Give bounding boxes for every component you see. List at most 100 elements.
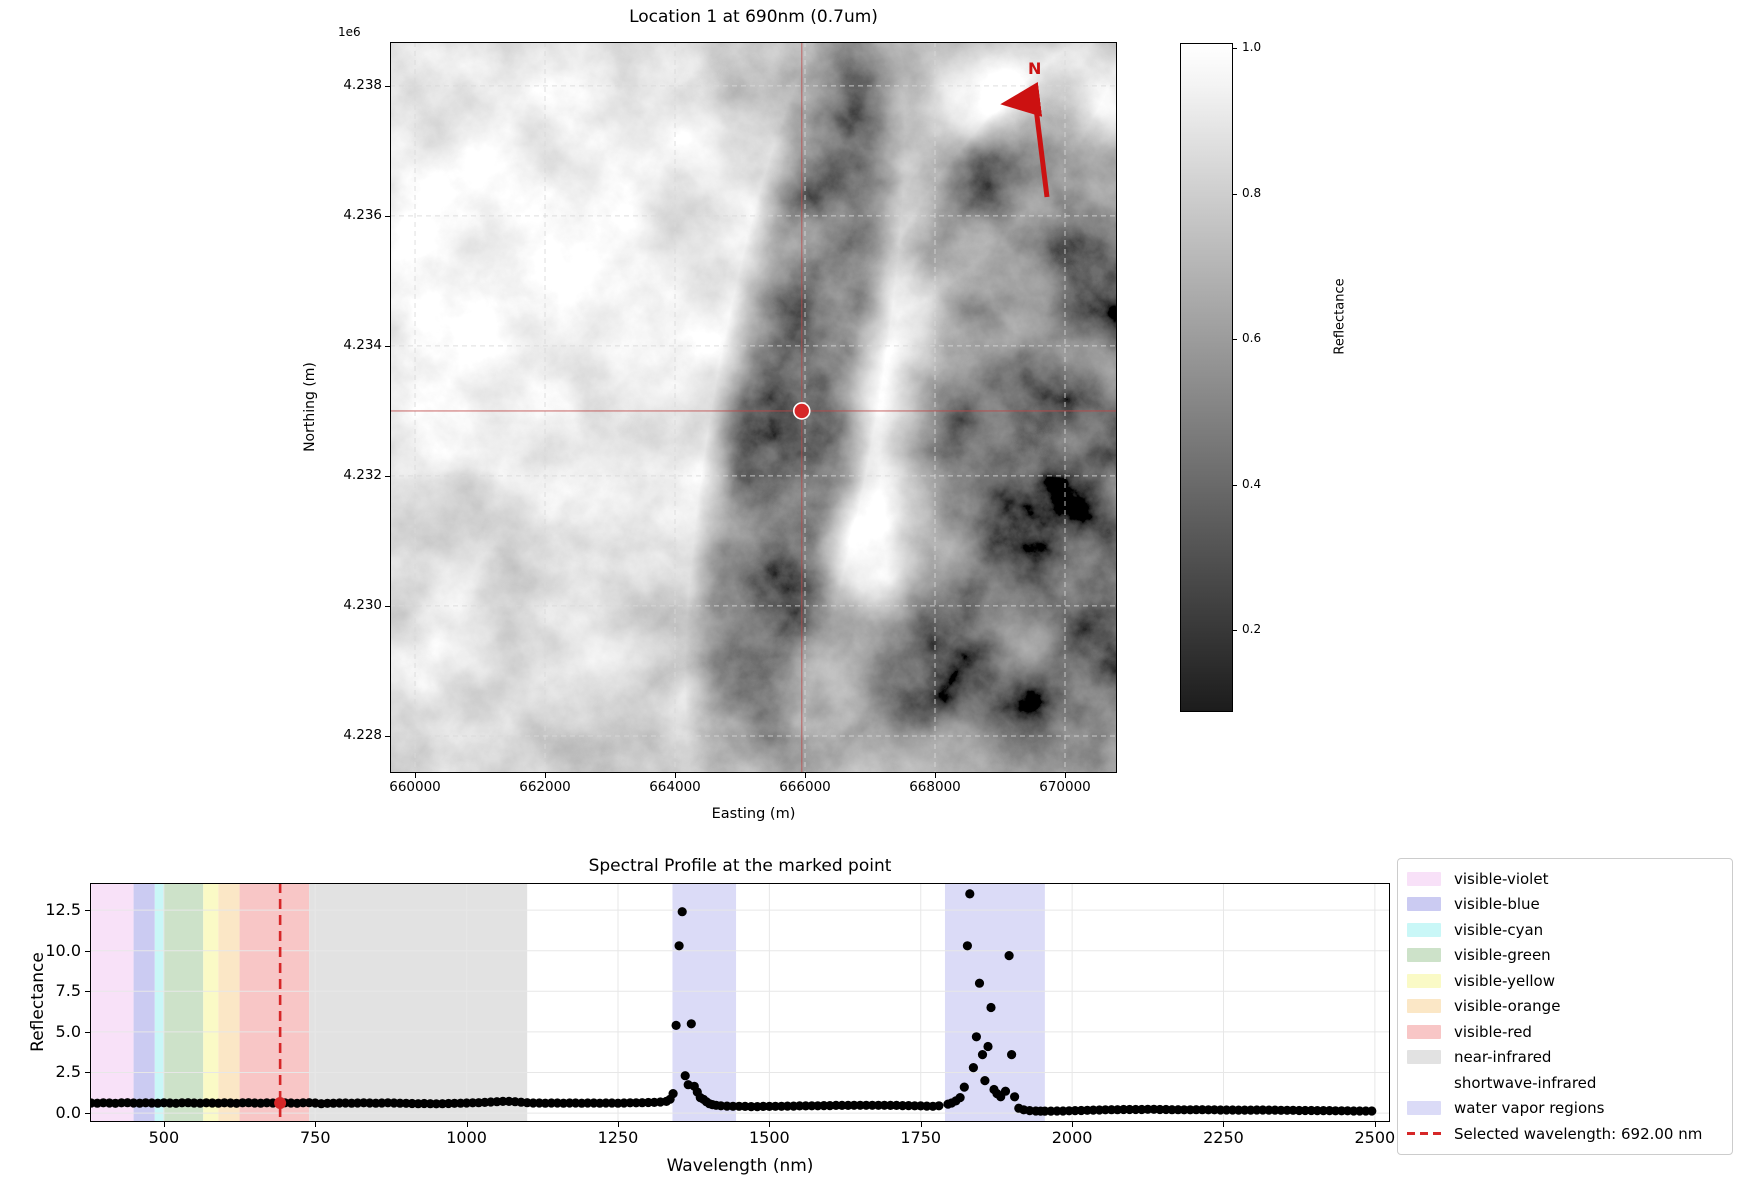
spectral-gridlines xyxy=(90,883,1390,1122)
map-y-tick-label: 4.238 xyxy=(343,76,382,93)
map-y-tick-label: 4.236 xyxy=(343,206,382,223)
tick-mark xyxy=(617,1122,619,1127)
spectral-y-tick-label: 12.5 xyxy=(45,900,81,920)
legend-color-swatch xyxy=(1407,1101,1441,1116)
tick-mark xyxy=(385,735,390,737)
map-x-tick-label: 668000 xyxy=(909,779,961,795)
legend-item: visible-cyan xyxy=(1407,917,1723,943)
tick-mark xyxy=(85,1113,90,1115)
spectral-x-tick-label: 1500 xyxy=(749,1128,790,1147)
map-gridlines xyxy=(390,42,1117,773)
spectral-x-tick-label: 2250 xyxy=(1203,1128,1244,1147)
spectral-title: Spectral Profile at the marked point xyxy=(588,856,892,876)
colorbar-tick-label: 0.8 xyxy=(1242,185,1262,200)
reflectance-image[interactable]: N xyxy=(185,0,1280,877)
spectral-x-tick-label: 500 xyxy=(148,1128,180,1147)
spectral-x-tick-label: 1750 xyxy=(900,1128,942,1147)
colorbar-tick-label: 0.2 xyxy=(1242,622,1262,636)
spectrum-scatter xyxy=(86,889,1377,1116)
legend-item-label: visible-blue xyxy=(1454,895,1540,914)
legend-item-label: visible-cyan xyxy=(1454,920,1544,939)
spectral-x-tick-label: 2500 xyxy=(1354,1128,1396,1147)
colorbar xyxy=(1180,43,1233,712)
map-x-tick-label: 664000 xyxy=(649,779,701,795)
wavelength-bands xyxy=(91,883,1045,1122)
legend-dashed-line-swatch xyxy=(1407,1126,1441,1141)
spectral-x-tick-label: 750 xyxy=(299,1128,331,1147)
legend-color-swatch xyxy=(1407,871,1441,886)
terrain-clouds xyxy=(185,0,1280,877)
tick-mark xyxy=(385,475,390,477)
tick-mark xyxy=(1374,1122,1376,1127)
legend-color-swatch xyxy=(1407,1024,1441,1039)
tick-mark xyxy=(415,773,417,778)
legend-color-swatch xyxy=(1407,897,1441,912)
tick-mark xyxy=(85,1072,90,1074)
legend-color-swatch xyxy=(1407,973,1441,988)
map-y-tick-label: 4.230 xyxy=(343,596,382,613)
colorbar-tick-label: 1.0 xyxy=(1242,40,1262,54)
tick-mark xyxy=(769,1122,771,1127)
legend-item-label: visible-orange xyxy=(1454,997,1561,1016)
legend-item: near-infrared xyxy=(1407,1045,1723,1071)
tick-mark xyxy=(85,991,90,993)
tick-mark xyxy=(1232,339,1237,340)
tick-mark xyxy=(385,85,390,87)
map-border xyxy=(390,42,1117,773)
legend-item-label: Selected wavelength: 692.00 nm xyxy=(1454,1124,1703,1143)
legend-item-label: visible-red xyxy=(1454,1022,1532,1041)
spectral-x-tick-label: 1000 xyxy=(446,1128,487,1147)
north-label: N xyxy=(1028,59,1041,78)
tick-mark xyxy=(385,215,390,217)
tick-mark xyxy=(85,1031,90,1033)
tick-mark xyxy=(85,950,90,952)
spectral-y-tick-label: 0.0 xyxy=(55,1103,81,1123)
legend-color-swatch xyxy=(1407,1076,1441,1090)
tick-mark xyxy=(163,1122,165,1127)
map-x-tick-label: 666000 xyxy=(779,779,831,795)
tick-mark xyxy=(1232,484,1237,486)
legend-item: visible-blue xyxy=(1407,892,1723,918)
spectral-y-tick-label: 10.0 xyxy=(45,940,81,960)
map-x-tick-label: 662000 xyxy=(519,779,571,795)
spectral-border xyxy=(90,883,1390,1122)
tick-mark xyxy=(920,1122,922,1127)
map-x-tick-label: 670000 xyxy=(1039,779,1091,795)
north-arrow: N xyxy=(1000,59,1050,198)
tick-mark xyxy=(1232,193,1237,195)
legend-item: visible-violet xyxy=(1407,866,1723,892)
selected-point-marker[interactable] xyxy=(274,1097,287,1110)
legend-item: visible-green xyxy=(1407,943,1723,969)
map-title: Location 1 at 690nm (0.7um) xyxy=(629,7,878,27)
tick-mark xyxy=(385,345,390,347)
spectral-x-tick-label: 2000 xyxy=(1051,1128,1093,1147)
tick-mark xyxy=(545,773,547,778)
map-y-axis-label: Northing (m) xyxy=(302,362,318,452)
spectral-plot[interactable] xyxy=(86,883,1390,1122)
legend-item: Selected wavelength: 692.00 nm xyxy=(1407,1121,1723,1147)
legend-item: visible-yellow xyxy=(1407,968,1723,994)
tick-mark xyxy=(466,1122,468,1127)
map-y-tick-label: 4.232 xyxy=(343,466,382,483)
marked-point[interactable] xyxy=(792,402,811,420)
spectral-y-tick-label: 5.0 xyxy=(55,1021,81,1041)
tick-mark xyxy=(805,773,806,778)
legend-color-swatch xyxy=(1407,948,1441,963)
colorbar-tick-label: 0.6 xyxy=(1242,331,1262,345)
tick-mark xyxy=(1232,48,1237,49)
spectral-chart[interactable] xyxy=(86,883,1390,1122)
tick-mark xyxy=(385,605,390,607)
legend-item: visible-red xyxy=(1407,1019,1723,1045)
map-canvas[interactable]: N xyxy=(185,0,1280,877)
legend: visible-violet visible-blue visible-cyan vi… xyxy=(1397,858,1733,1155)
map-x-axis-label: Easting (m) xyxy=(711,806,796,822)
legend-item-label: near-infrared xyxy=(1454,1048,1552,1067)
legend-item: water vapor regions xyxy=(1407,1096,1723,1122)
tick-mark xyxy=(1065,773,1066,778)
colorbar-label: Reflectance xyxy=(1332,278,1348,355)
tick-mark xyxy=(935,773,936,778)
colorbar-tick-label: 0.4 xyxy=(1242,476,1262,491)
spectral-x-axis-label: Wavelength (nm) xyxy=(666,1156,814,1176)
legend-color-swatch xyxy=(1407,1050,1441,1065)
